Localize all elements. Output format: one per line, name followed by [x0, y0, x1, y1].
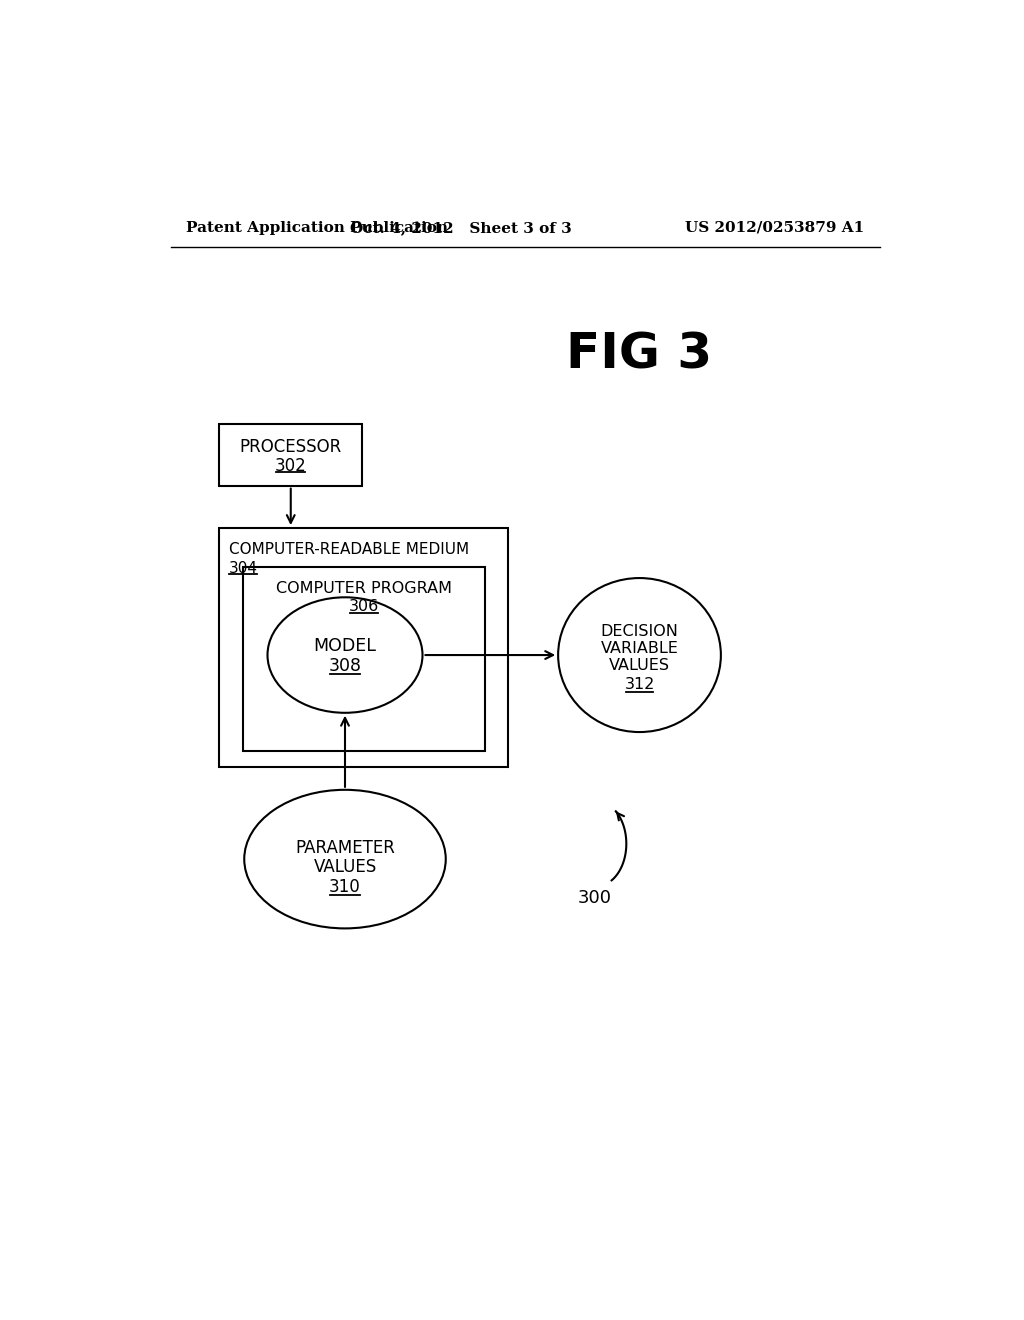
Text: 306: 306 — [348, 599, 379, 614]
Ellipse shape — [267, 597, 423, 713]
Text: VALUES: VALUES — [609, 659, 670, 673]
Bar — [219, 528, 508, 767]
Text: Oct. 4, 2012   Sheet 3 of 3: Oct. 4, 2012 Sheet 3 of 3 — [350, 220, 572, 235]
Bar — [219, 424, 362, 486]
Text: COMPUTER-READABLE MEDIUM: COMPUTER-READABLE MEDIUM — [228, 543, 469, 557]
Text: COMPUTER PROGRAM: COMPUTER PROGRAM — [275, 581, 452, 595]
Text: 302: 302 — [274, 457, 306, 475]
Text: 310: 310 — [329, 878, 360, 896]
Text: 304: 304 — [228, 561, 258, 576]
Ellipse shape — [245, 789, 445, 928]
Text: US 2012/0253879 A1: US 2012/0253879 A1 — [685, 220, 864, 235]
Text: PROCESSOR: PROCESSOR — [240, 438, 342, 457]
Bar — [243, 566, 484, 751]
Text: 308: 308 — [329, 657, 361, 675]
Text: 300: 300 — [578, 888, 611, 907]
Text: Patent Application Publication: Patent Application Publication — [186, 220, 449, 235]
Text: PARAMETER: PARAMETER — [295, 840, 395, 857]
Text: DECISION: DECISION — [600, 624, 679, 639]
Text: VALUES: VALUES — [313, 858, 377, 875]
Text: MODEL: MODEL — [313, 636, 377, 655]
Text: 312: 312 — [625, 677, 654, 692]
Ellipse shape — [558, 578, 721, 733]
Text: FIG 3: FIG 3 — [566, 331, 713, 379]
Text: VARIABLE: VARIABLE — [600, 642, 679, 656]
